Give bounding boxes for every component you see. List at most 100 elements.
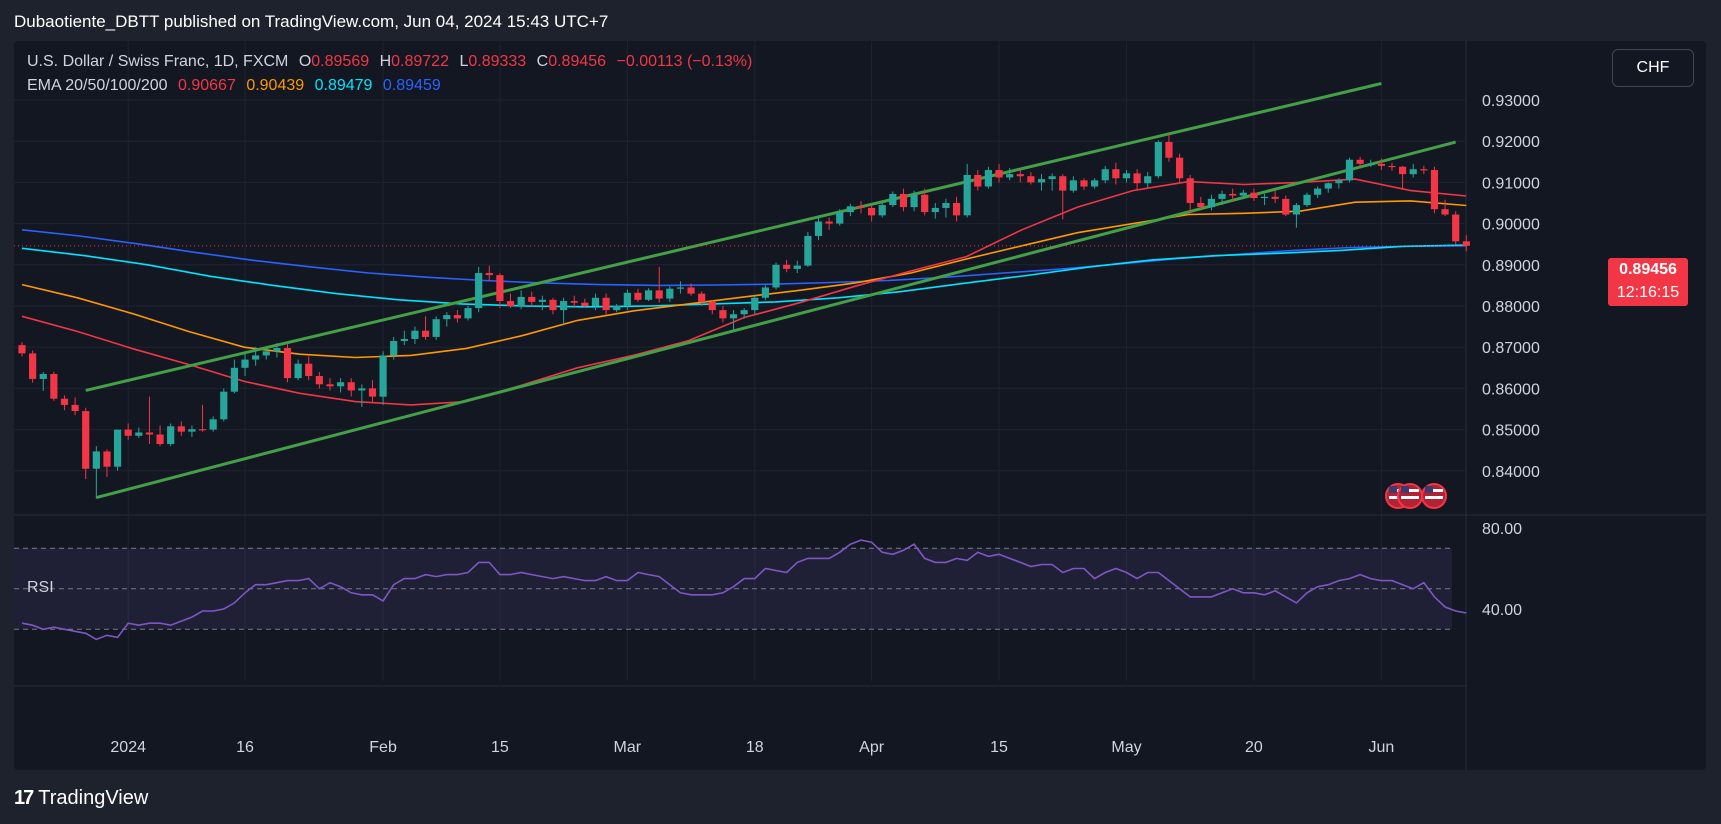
rsi-tick-label: 40.00 (1482, 602, 1522, 619)
candle (1197, 196, 1205, 210)
candle (676, 281, 685, 294)
candle-body (581, 302, 589, 306)
currency-button[interactable]: CHF (1612, 49, 1694, 87)
candle (358, 384, 366, 407)
candle (1101, 165, 1109, 184)
time-tick-label: Feb (369, 739, 397, 756)
candle (761, 285, 769, 300)
candle-body (475, 273, 483, 309)
candle (783, 259, 791, 273)
candle-body (613, 306, 621, 311)
time-tick-label: 16 (236, 739, 254, 756)
candle (315, 371, 323, 389)
candle-body (676, 287, 685, 289)
candle (262, 347, 270, 360)
low-label: L (459, 53, 469, 70)
candle-body (188, 429, 196, 432)
candle-body (1260, 196, 1269, 199)
candle (60, 395, 69, 411)
candle-body (942, 203, 950, 208)
ema50-line (21, 200, 1467, 359)
flag-stripe (1389, 489, 1407, 492)
time-tick-label: 2024 (110, 739, 146, 756)
candle (1186, 174, 1194, 214)
candle (92, 446, 100, 499)
candle (464, 306, 472, 321)
price-tick-label: 0.85000 (1482, 423, 1540, 440)
candle-body (1144, 176, 1152, 184)
candle-body (995, 170, 1003, 178)
candle-body (241, 359, 249, 368)
candle-body (92, 451, 100, 469)
flag-stripe (1425, 496, 1443, 499)
rsi-band (14, 548, 1452, 630)
candle (103, 449, 111, 477)
candle (910, 190, 918, 212)
candle (836, 209, 844, 226)
bar-countdown: 12:16:15 (1616, 284, 1680, 301)
tradingview-logo[interactable]: 17 TradingView (14, 787, 148, 810)
candle (1175, 153, 1184, 183)
rsi-label: RSI (27, 579, 54, 596)
last-price: 0.89456 (1619, 261, 1677, 278)
flag-canton (1401, 486, 1409, 493)
candle-body (931, 207, 939, 213)
price-tick-label: 0.88000 (1482, 299, 1540, 316)
candle (666, 286, 674, 302)
time-tick-label: Mar (614, 739, 642, 756)
candle (432, 316, 440, 340)
candle (1409, 163, 1417, 178)
candle (82, 407, 90, 480)
candle-body (1356, 159, 1364, 164)
chart-canvas[interactable]: 0.93000 0.92000 0.91000 0.90000 0.89000 0.880… (14, 41, 1706, 770)
candle-body (1037, 179, 1046, 183)
candle-body (1016, 174, 1024, 177)
candle-body (623, 292, 631, 306)
candle (899, 188, 908, 212)
candle-body (1409, 169, 1417, 175)
candle-body (113, 429, 122, 467)
candle (857, 200, 865, 214)
candle (1441, 199, 1449, 217)
candle (1430, 166, 1439, 214)
candle-body (1101, 169, 1109, 181)
candle-body (156, 434, 164, 445)
candle-body (634, 292, 642, 300)
candle-body (209, 419, 217, 430)
candle (50, 371, 58, 401)
candle-body (453, 315, 462, 319)
time-tick-label: 20 (1245, 739, 1263, 756)
candle-body (1452, 214, 1460, 242)
candle (1377, 158, 1385, 171)
candle-body (560, 301, 568, 311)
candle (1292, 203, 1300, 228)
candle-body (1441, 209, 1449, 215)
candle (496, 273, 504, 309)
candle-body (889, 193, 897, 206)
candle (71, 397, 79, 416)
candle-body (358, 388, 366, 391)
channel-line-1 (85, 82, 1382, 392)
candle (1122, 170, 1131, 183)
candle (814, 215, 823, 241)
candle-body (1069, 180, 1077, 191)
candle-body (666, 288, 674, 299)
candle-body (485, 273, 493, 276)
candle-body (804, 235, 812, 266)
price-tick-label: 0.93000 (1482, 93, 1540, 110)
candle (1154, 140, 1162, 179)
candle-body (82, 411, 90, 469)
candle-body (1314, 188, 1322, 195)
candle-body (1250, 192, 1258, 199)
close-value: 0.89456 (548, 53, 607, 70)
symbol-legend: U.S. Dollar / Swiss Franc, 1D, FXCM O0.8… (27, 53, 758, 71)
candle-body (528, 296, 536, 302)
candle-body (294, 363, 302, 379)
candle (400, 330, 408, 346)
chart-frame[interactable]: 0.93000 0.92000 0.91000 0.90000 0.89000 0.880… (14, 41, 1706, 770)
candle-body (783, 264, 791, 269)
candle-body (698, 293, 706, 302)
candle-body (517, 296, 525, 306)
candle (294, 359, 302, 381)
candle-body (687, 287, 695, 294)
